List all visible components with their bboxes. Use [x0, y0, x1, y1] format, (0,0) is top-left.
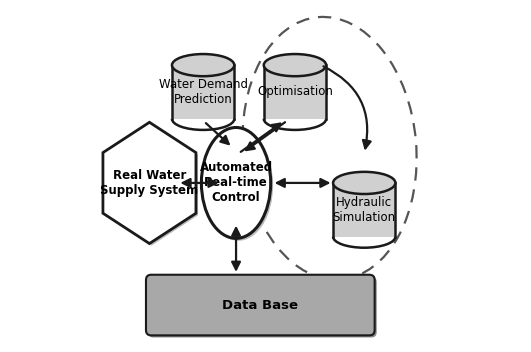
Text: Data Base: Data Base — [222, 298, 298, 312]
Polygon shape — [103, 122, 196, 244]
Ellipse shape — [204, 130, 273, 241]
Text: Optimisation: Optimisation — [257, 86, 333, 99]
FancyBboxPatch shape — [148, 277, 376, 338]
Ellipse shape — [333, 172, 396, 194]
Ellipse shape — [172, 54, 234, 76]
Text: Water Demand
Prediction: Water Demand Prediction — [159, 78, 247, 106]
FancyBboxPatch shape — [146, 275, 375, 335]
Polygon shape — [105, 124, 198, 246]
Text: Automated
Real-time
Control: Automated Real-time Control — [200, 162, 272, 205]
Ellipse shape — [264, 54, 326, 76]
Text: Real Water
Supply System: Real Water Supply System — [100, 169, 199, 197]
Bar — [264, 65, 326, 119]
Ellipse shape — [201, 127, 271, 238]
Text: Hydraulic
Simulation: Hydraulic Simulation — [333, 196, 396, 224]
Bar — [172, 65, 234, 119]
Bar — [333, 183, 396, 237]
